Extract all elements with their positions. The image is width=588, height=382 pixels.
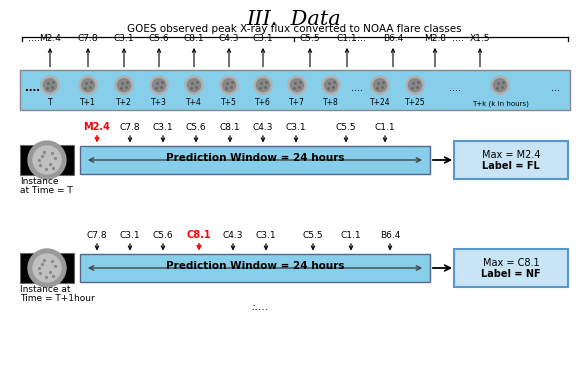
FancyBboxPatch shape bbox=[20, 253, 74, 283]
FancyBboxPatch shape bbox=[20, 145, 74, 175]
Text: T+1: T+1 bbox=[80, 98, 96, 107]
FancyBboxPatch shape bbox=[454, 249, 568, 287]
Text: T+7: T+7 bbox=[289, 98, 305, 107]
Text: C4.3: C4.3 bbox=[223, 231, 243, 240]
Text: T+24: T+24 bbox=[370, 98, 390, 107]
Circle shape bbox=[290, 79, 303, 92]
Text: C1.1: C1.1 bbox=[340, 231, 361, 240]
Text: Max = C8.1: Max = C8.1 bbox=[483, 258, 539, 268]
Circle shape bbox=[41, 76, 59, 94]
Text: C3.1: C3.1 bbox=[256, 231, 276, 240]
Circle shape bbox=[254, 76, 272, 94]
Text: C7.8: C7.8 bbox=[86, 231, 108, 240]
Circle shape bbox=[373, 79, 386, 92]
Text: C3.1: C3.1 bbox=[120, 231, 141, 240]
Circle shape bbox=[256, 79, 269, 92]
Text: C5.5: C5.5 bbox=[336, 123, 356, 132]
Text: T+k (k in hours): T+k (k in hours) bbox=[472, 100, 529, 107]
Text: C5.6: C5.6 bbox=[149, 34, 169, 43]
FancyBboxPatch shape bbox=[80, 146, 430, 174]
Circle shape bbox=[118, 79, 131, 92]
Text: III.  Data: III. Data bbox=[246, 10, 342, 29]
Circle shape bbox=[222, 79, 236, 92]
Circle shape bbox=[44, 79, 56, 92]
Text: C7.8: C7.8 bbox=[120, 123, 141, 132]
Circle shape bbox=[115, 76, 133, 94]
Circle shape bbox=[325, 79, 338, 92]
Circle shape bbox=[33, 254, 61, 282]
FancyBboxPatch shape bbox=[80, 254, 430, 282]
Text: T+5: T+5 bbox=[221, 98, 237, 107]
Text: B6.4: B6.4 bbox=[380, 231, 400, 240]
Text: at Time = T: at Time = T bbox=[20, 186, 73, 195]
Text: C5.6: C5.6 bbox=[153, 231, 173, 240]
Text: ....: .... bbox=[354, 33, 366, 43]
Text: Prediction Window = 24 hours: Prediction Window = 24 hours bbox=[166, 153, 344, 163]
Text: M2.4: M2.4 bbox=[39, 34, 61, 43]
Text: B6.4: B6.4 bbox=[383, 34, 403, 43]
Text: Instance at: Instance at bbox=[20, 285, 71, 294]
Text: M2.8: M2.8 bbox=[424, 34, 446, 43]
Text: C1.1: C1.1 bbox=[337, 34, 358, 43]
Text: C3.1: C3.1 bbox=[253, 34, 273, 43]
FancyBboxPatch shape bbox=[20, 70, 570, 110]
Text: C8.1: C8.1 bbox=[183, 34, 204, 43]
FancyBboxPatch shape bbox=[454, 141, 568, 179]
Circle shape bbox=[493, 79, 506, 92]
Text: C3.1: C3.1 bbox=[153, 123, 173, 132]
Text: T+3: T+3 bbox=[151, 98, 167, 107]
Text: ....: .... bbox=[452, 33, 464, 43]
Text: Label = FL: Label = FL bbox=[482, 161, 540, 171]
Text: ....: .... bbox=[25, 83, 40, 93]
Circle shape bbox=[28, 141, 66, 179]
Text: C5.5: C5.5 bbox=[303, 231, 323, 240]
Text: T: T bbox=[48, 98, 52, 107]
Text: T+6: T+6 bbox=[255, 98, 271, 107]
Text: C7.8: C7.8 bbox=[78, 34, 98, 43]
Circle shape bbox=[150, 76, 168, 94]
Circle shape bbox=[82, 79, 95, 92]
Circle shape bbox=[28, 249, 66, 287]
Circle shape bbox=[33, 146, 61, 174]
Circle shape bbox=[220, 76, 238, 94]
Text: C4.3: C4.3 bbox=[219, 34, 239, 43]
Text: C3.1: C3.1 bbox=[286, 123, 306, 132]
Text: M2.4: M2.4 bbox=[83, 122, 111, 132]
Text: C8.1: C8.1 bbox=[220, 123, 240, 132]
Text: T+4: T+4 bbox=[186, 98, 202, 107]
Text: Label = NF: Label = NF bbox=[481, 269, 541, 279]
Text: C8.1: C8.1 bbox=[186, 230, 211, 240]
Text: ....: .... bbox=[449, 83, 461, 93]
Circle shape bbox=[188, 79, 201, 92]
Text: C1.1: C1.1 bbox=[375, 123, 395, 132]
Circle shape bbox=[406, 76, 424, 94]
Text: T+25: T+25 bbox=[405, 98, 425, 107]
Text: :....: :.... bbox=[251, 302, 269, 312]
Circle shape bbox=[288, 76, 306, 94]
Text: X1.5: X1.5 bbox=[470, 34, 490, 43]
Text: T+2: T+2 bbox=[116, 98, 132, 107]
Circle shape bbox=[409, 79, 422, 92]
Text: ....: .... bbox=[28, 33, 40, 43]
Text: C4.3: C4.3 bbox=[253, 123, 273, 132]
Text: ...: ... bbox=[550, 83, 560, 93]
Text: T+8: T+8 bbox=[323, 98, 339, 107]
Circle shape bbox=[322, 76, 340, 94]
Text: Max = M2.4: Max = M2.4 bbox=[482, 150, 540, 160]
Text: C5.6: C5.6 bbox=[186, 123, 206, 132]
Text: C3.1: C3.1 bbox=[113, 34, 134, 43]
Circle shape bbox=[152, 79, 165, 92]
Text: Time = T+1hour: Time = T+1hour bbox=[20, 294, 95, 303]
Text: C5.5: C5.5 bbox=[300, 34, 320, 43]
Circle shape bbox=[491, 76, 509, 94]
Circle shape bbox=[185, 76, 203, 94]
Circle shape bbox=[371, 76, 389, 94]
Text: GOES observed peak X-ray flux converted to NOAA flare classes: GOES observed peak X-ray flux converted … bbox=[126, 24, 462, 34]
Circle shape bbox=[79, 76, 97, 94]
Text: Prediction Window = 24 hours: Prediction Window = 24 hours bbox=[166, 261, 344, 271]
Text: ....: .... bbox=[351, 83, 363, 93]
Text: Instance: Instance bbox=[20, 177, 58, 186]
